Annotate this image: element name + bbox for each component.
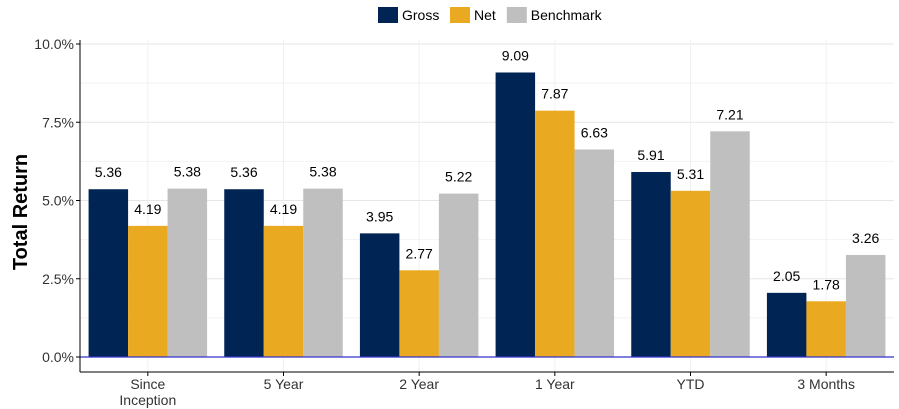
bar-benchmark-0 (167, 188, 208, 357)
data-label-gross-0: 5.36 (95, 164, 122, 180)
bar-net-4 (670, 190, 711, 357)
legend-swatch-benchmark (506, 7, 527, 23)
bar-net-1 (263, 225, 304, 357)
data-label-benchmark-5: 3.26 (852, 230, 879, 246)
bar-net-3 (535, 110, 575, 357)
legend: Gross Net Benchmark (378, 7, 603, 23)
bar-gross-3 (495, 72, 536, 357)
data-label-benchmark-0: 5.38 (174, 164, 201, 180)
bar-net-0 (128, 225, 168, 357)
x-tick-label: 3 Months (797, 376, 855, 392)
legend-swatch-net (450, 7, 470, 23)
y-tick-label: 0.0% (42, 349, 74, 365)
legend-label-net: Net (474, 7, 496, 23)
data-label-gross-1: 5.36 (230, 164, 257, 180)
data-label-net-5: 1.78 (813, 276, 840, 292)
x-tick-label: 1 Year (535, 376, 575, 392)
legend-swatch-gross (378, 7, 398, 23)
bar-benchmark-1 (303, 188, 343, 357)
axes: 0.0% 2.5% 5.0% 7.5% 10.0% Since Inception 5 Yea… (34, 36, 894, 408)
bar-benchmark-4 (710, 131, 750, 357)
data-label-net-3: 7.87 (541, 86, 568, 102)
x-tick-label: YTD (677, 376, 705, 392)
data-label-gross-3: 9.09 (502, 47, 529, 63)
y-tick-label: 5.0% (42, 193, 74, 209)
bar-gross-4 (631, 172, 671, 357)
bar-net-5 (806, 301, 846, 357)
bar-gross-0 (88, 189, 129, 357)
bar-benchmark-5 (845, 254, 886, 357)
data-label-benchmark-1: 5.38 (309, 164, 336, 180)
data-label-gross-5: 2.05 (773, 268, 800, 284)
bar-gross-1 (224, 189, 264, 357)
data-label-net-2: 2.77 (406, 245, 433, 261)
y-tick-label: 10.0% (34, 36, 74, 52)
y-axis-title: Total Return (10, 154, 32, 270)
bar-gross-5 (766, 292, 807, 357)
bar-net-2 (399, 270, 439, 357)
bar-benchmark-3 (574, 149, 615, 357)
data-label-gross-4: 5.91 (637, 147, 664, 163)
y-tick-label: 2.5% (42, 271, 74, 287)
legend-label-gross: Gross (402, 7, 439, 23)
data-label-benchmark-2: 5.22 (445, 169, 472, 185)
legend-label-benchmark: Benchmark (531, 7, 603, 23)
x-tick-label: 2 Year (399, 376, 439, 392)
y-tick-label: 7.5% (42, 114, 74, 130)
bars (88, 72, 886, 357)
data-label-benchmark-4: 7.21 (716, 106, 743, 122)
x-tick-label: 5 Year (264, 376, 304, 392)
x-tick-label: Since Inception (119, 376, 176, 408)
bar-benchmark-2 (438, 193, 479, 357)
data-labels: 5.36 5.36 3.95 9.09 5.91 2.05 4.19 4.19 2.77 7.87… (95, 47, 880, 292)
data-label-net-1: 4.19 (270, 201, 297, 217)
data-label-benchmark-3: 6.63 (581, 124, 608, 140)
data-label-gross-2: 3.95 (366, 208, 393, 224)
data-label-net-4: 5.31 (677, 166, 704, 182)
bar-gross-2 (359, 233, 400, 357)
data-label-net-0: 4.19 (134, 201, 161, 217)
